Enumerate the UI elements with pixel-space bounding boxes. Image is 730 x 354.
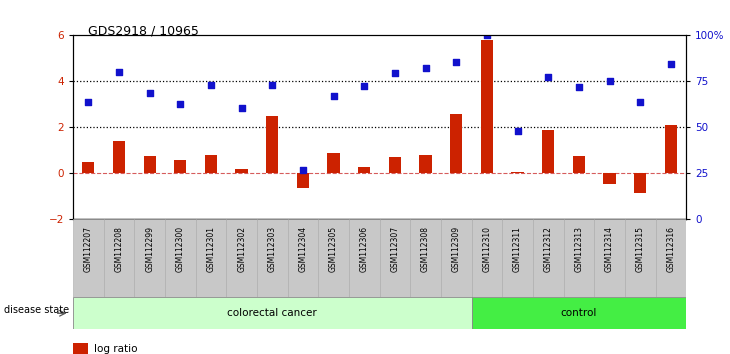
- Text: GSM112311: GSM112311: [513, 226, 522, 272]
- Text: control: control: [561, 308, 597, 318]
- Bar: [410, 219, 441, 297]
- Point: [389, 70, 401, 76]
- Bar: [104, 219, 134, 297]
- Bar: [656, 219, 686, 297]
- Bar: [257, 219, 288, 297]
- Point: [542, 74, 554, 80]
- Bar: [73, 343, 88, 354]
- Bar: [174, 160, 186, 173]
- Text: colorectal cancer: colorectal cancer: [228, 308, 317, 318]
- Point: [82, 99, 94, 105]
- Bar: [318, 219, 349, 297]
- Point: [174, 102, 186, 107]
- Text: GSM112314: GSM112314: [605, 226, 614, 272]
- Point: [573, 84, 585, 90]
- Point: [665, 61, 677, 67]
- Bar: [542, 130, 554, 173]
- Bar: [288, 219, 318, 297]
- Point: [604, 79, 615, 84]
- Bar: [472, 297, 686, 329]
- Point: [512, 128, 523, 134]
- Text: GSM112306: GSM112306: [360, 226, 369, 272]
- Bar: [196, 219, 226, 297]
- Text: GSM112300: GSM112300: [176, 226, 185, 272]
- Bar: [625, 219, 656, 297]
- Text: disease state: disease state: [4, 305, 69, 315]
- Bar: [328, 153, 339, 173]
- Text: GDS2918 / 10965: GDS2918 / 10965: [88, 25, 199, 38]
- Text: GSM112308: GSM112308: [421, 226, 430, 272]
- Text: GSM112310: GSM112310: [483, 226, 491, 272]
- Bar: [73, 219, 104, 297]
- Point: [205, 82, 217, 88]
- Bar: [441, 219, 472, 297]
- Bar: [573, 156, 585, 173]
- Point: [450, 59, 462, 65]
- Bar: [512, 172, 523, 173]
- Bar: [564, 219, 594, 297]
- Bar: [472, 219, 502, 297]
- Bar: [113, 141, 125, 173]
- Bar: [665, 125, 677, 173]
- Bar: [144, 156, 155, 173]
- Text: GSM112305: GSM112305: [329, 226, 338, 272]
- Text: GSM112309: GSM112309: [452, 226, 461, 272]
- Text: GSM112299: GSM112299: [145, 226, 154, 272]
- Point: [358, 83, 370, 89]
- Point: [328, 93, 339, 99]
- Point: [113, 69, 125, 75]
- Point: [297, 167, 309, 173]
- Text: GSM112304: GSM112304: [299, 226, 307, 272]
- Text: log ratio: log ratio: [94, 344, 138, 354]
- Text: GSM112307: GSM112307: [391, 226, 399, 272]
- Text: GSM112302: GSM112302: [237, 226, 246, 272]
- Text: GSM112207: GSM112207: [84, 226, 93, 272]
- Point: [420, 65, 431, 70]
- Bar: [389, 157, 401, 173]
- Bar: [236, 169, 247, 173]
- Bar: [634, 173, 646, 193]
- Text: GSM112303: GSM112303: [268, 226, 277, 272]
- Point: [266, 82, 278, 88]
- Point: [481, 33, 493, 38]
- Bar: [226, 219, 257, 297]
- Text: GSM112208: GSM112208: [115, 226, 123, 272]
- Text: GSM112316: GSM112316: [666, 226, 675, 272]
- Text: GSM112312: GSM112312: [544, 226, 553, 272]
- Text: GSM112315: GSM112315: [636, 226, 645, 272]
- Point: [144, 90, 155, 96]
- Bar: [358, 166, 370, 173]
- Text: GSM112301: GSM112301: [207, 226, 215, 272]
- Bar: [594, 219, 625, 297]
- Bar: [134, 219, 165, 297]
- Bar: [533, 219, 564, 297]
- Text: GSM112313: GSM112313: [575, 226, 583, 272]
- Bar: [165, 219, 196, 297]
- Bar: [420, 155, 431, 173]
- Bar: [205, 155, 217, 173]
- Bar: [502, 219, 533, 297]
- Bar: [604, 173, 615, 184]
- Point: [634, 99, 646, 105]
- Bar: [481, 40, 493, 173]
- Bar: [73, 297, 472, 329]
- Point: [236, 105, 247, 111]
- Bar: [297, 173, 309, 188]
- Bar: [349, 219, 380, 297]
- Bar: [266, 116, 278, 173]
- Bar: [380, 219, 410, 297]
- Bar: [82, 162, 94, 173]
- Bar: [450, 114, 462, 173]
